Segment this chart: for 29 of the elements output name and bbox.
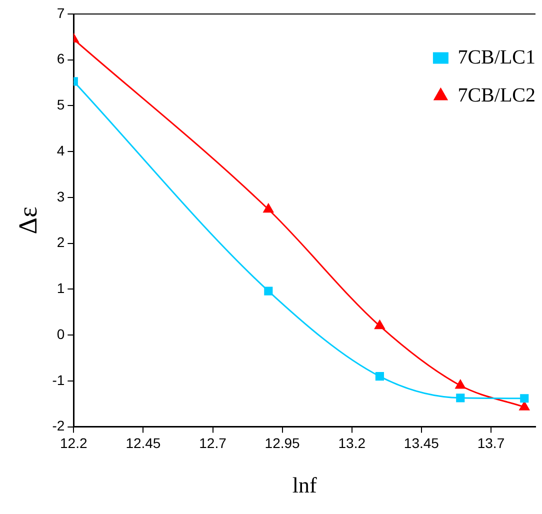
x-tick-label: 12.2	[60, 435, 88, 452]
y-tick-label: 4	[56, 142, 65, 158]
y-axis-title: Δε	[13, 206, 42, 234]
point	[520, 394, 529, 403]
x-tick-label: 12.45	[126, 435, 161, 452]
y-tick-label: -1	[52, 372, 65, 388]
point	[263, 204, 274, 213]
y-tick-label: 1	[56, 280, 65, 296]
point	[264, 286, 273, 296]
x-axis-title: lnf	[292, 472, 318, 498]
point	[456, 394, 465, 402]
x-tick-label: 13.45	[404, 435, 440, 452]
x-tick-label: 12.95	[264, 435, 300, 452]
point	[455, 380, 466, 389]
legend-label: 7CB/LC1	[458, 46, 536, 68]
y-tick-label: 2	[56, 234, 65, 250]
point	[374, 320, 385, 330]
x-tick-label: 12.7	[199, 435, 227, 452]
point	[519, 401, 530, 410]
y-tick-label: 6	[56, 50, 65, 67]
legend-label: 7CB/LC2	[458, 84, 536, 106]
x-tick-label: 13.2	[338, 435, 366, 452]
y-tick-label: 0	[56, 326, 65, 342]
x-tick-label: 13.7	[477, 435, 505, 452]
y-tick-label: -2	[52, 418, 65, 434]
y-tick-label: 7	[56, 4, 65, 21]
y-tick-label: 3	[56, 188, 65, 204]
y-tick-label: 5	[56, 96, 65, 113]
point	[375, 372, 384, 381]
